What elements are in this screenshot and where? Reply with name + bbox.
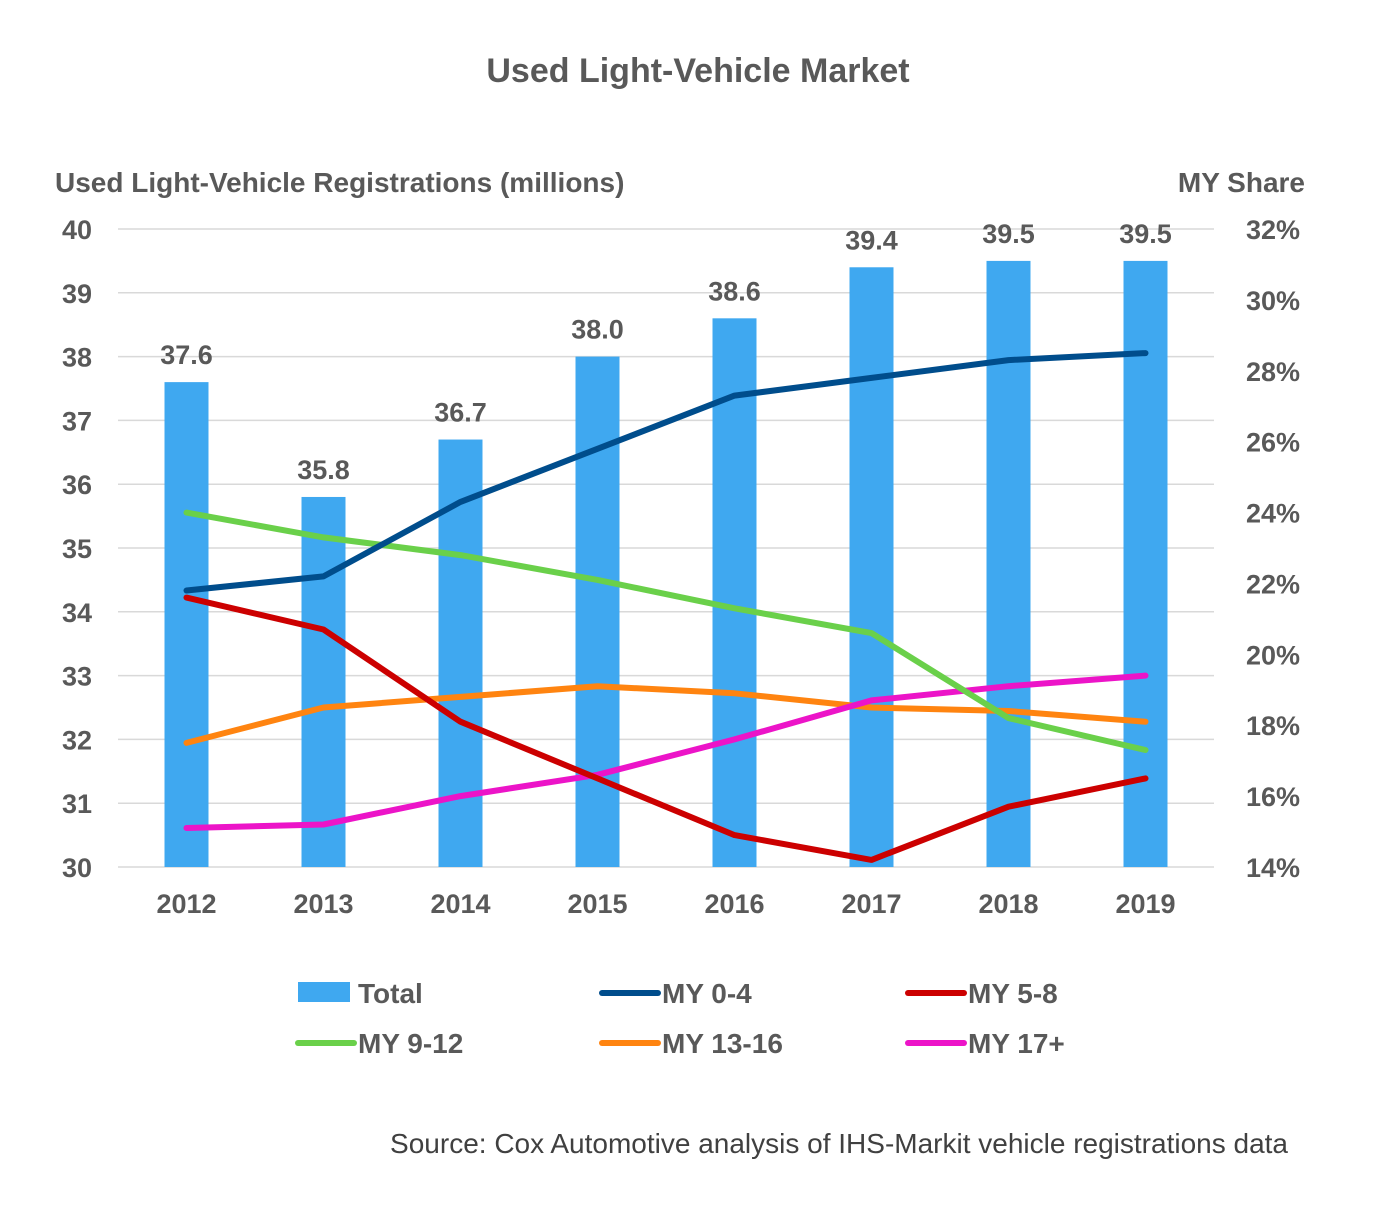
- bar-data-label: 36.7: [434, 398, 487, 428]
- bar-series-total: [164, 260, 1168, 867]
- left-axis-tick-label: 37: [62, 406, 92, 436]
- source-note: Source: Cox Automotive analysis of IHS-M…: [390, 1128, 1288, 1159]
- right-axis-tick-label: 16%: [1246, 782, 1300, 812]
- bar-data-label: 35.8: [297, 455, 350, 485]
- x-axis-tick-label: 2012: [156, 889, 216, 919]
- right-axis-tick-label: 24%: [1246, 499, 1300, 529]
- bar-total-2012: [164, 382, 209, 867]
- right-axis-tick-label: 28%: [1246, 357, 1300, 387]
- right-axis-tick-label: 14%: [1246, 853, 1300, 883]
- bar-data-label: 39.5: [982, 219, 1035, 249]
- bar-data-label: 38.6: [708, 276, 761, 306]
- left-axis-tick-label: 40: [62, 215, 92, 245]
- x-axis-tick-label: 2018: [978, 889, 1038, 919]
- line-my-5-8: [183, 594, 1149, 863]
- x-axis-tick-label: 2017: [841, 889, 901, 919]
- right-axis-tick-label: 22%: [1246, 569, 1300, 599]
- line-my-0-4: [183, 350, 1149, 594]
- line-my-17-: [183, 672, 1149, 831]
- left-axis-tick-label: 39: [62, 279, 92, 309]
- left-axis-tick-label: 31: [62, 789, 92, 819]
- right-axis-tick-label: 30%: [1246, 286, 1300, 316]
- legend-label-my-13-16: MY 13-16: [662, 1028, 783, 1059]
- legend-label-my-5-8: MY 5-8: [968, 978, 1058, 1009]
- right-axis-tick-label: 20%: [1246, 640, 1300, 670]
- data-labels: 37.6 35.8 36.7 38.0 38.6 39.4 39.5 39.5: [160, 219, 1172, 485]
- legend-label-my-17-: MY 17+: [968, 1028, 1065, 1059]
- left-axis-tick-label: 36: [62, 470, 92, 500]
- bar-data-label: 37.6: [160, 340, 213, 370]
- x-axis-tick-label: 2019: [1115, 889, 1175, 919]
- left-axis-tick-label: 32: [62, 725, 92, 755]
- bar-total-2018: [986, 260, 1031, 867]
- right-axis-title: MY Share: [1178, 167, 1305, 198]
- left-axis-tick-label: 38: [62, 343, 92, 373]
- right-axis-tick-label: 32%: [1246, 215, 1300, 245]
- x-axis-tick-label: 2015: [567, 889, 627, 919]
- left-axis-title: Used Light-Vehicle Registrations (millio…: [55, 167, 624, 198]
- bar-data-label: 39.4: [845, 225, 898, 255]
- bar-total-2013: [301, 496, 346, 867]
- bar-total-2019: [1123, 260, 1168, 867]
- left-axis-tick-label: 34: [62, 598, 92, 628]
- left-axis-tick-label: 33: [62, 662, 92, 692]
- legend-label-total: Total: [358, 978, 423, 1009]
- line-series: [183, 350, 1149, 863]
- bar-total-2016: [712, 318, 757, 867]
- right-axis-tick-label: 26%: [1246, 428, 1300, 458]
- chart-title: Used Light-Vehicle Market: [486, 52, 909, 90]
- x-axis-tick-label: 2014: [430, 889, 490, 919]
- x-axis-tick-label: 2013: [293, 889, 353, 919]
- legend: Total MY 0-4 MY 5-8 MY 9-12 MY 13-16 MY 17+: [295, 978, 1065, 1059]
- bar-data-label: 38.0: [571, 315, 624, 345]
- left-axis-tick-label: 35: [62, 534, 92, 564]
- right-axis-tick-label: 18%: [1246, 711, 1300, 741]
- left-axis-tick-label: 30: [62, 853, 92, 883]
- axes: 30 31 32 33 34 35 36 37 38 39 40 14% 16% 18% 20% 22% 24%…: [62, 215, 1300, 919]
- bar-data-label: 39.5: [1119, 219, 1172, 249]
- bar-total-2015: [575, 356, 620, 867]
- legend-label-my-9-12: MY 9-12: [358, 1028, 463, 1059]
- line-my-9-12: [183, 509, 1149, 753]
- x-axis-tick-label: 2016: [704, 889, 764, 919]
- gridlines: [118, 228, 1214, 868]
- legend-label-my-0-4: MY 0-4: [662, 978, 752, 1009]
- line-my-13-16: [183, 683, 1149, 746]
- bar-total-2017: [849, 267, 894, 867]
- legend-swatch-total: [298, 982, 350, 1002]
